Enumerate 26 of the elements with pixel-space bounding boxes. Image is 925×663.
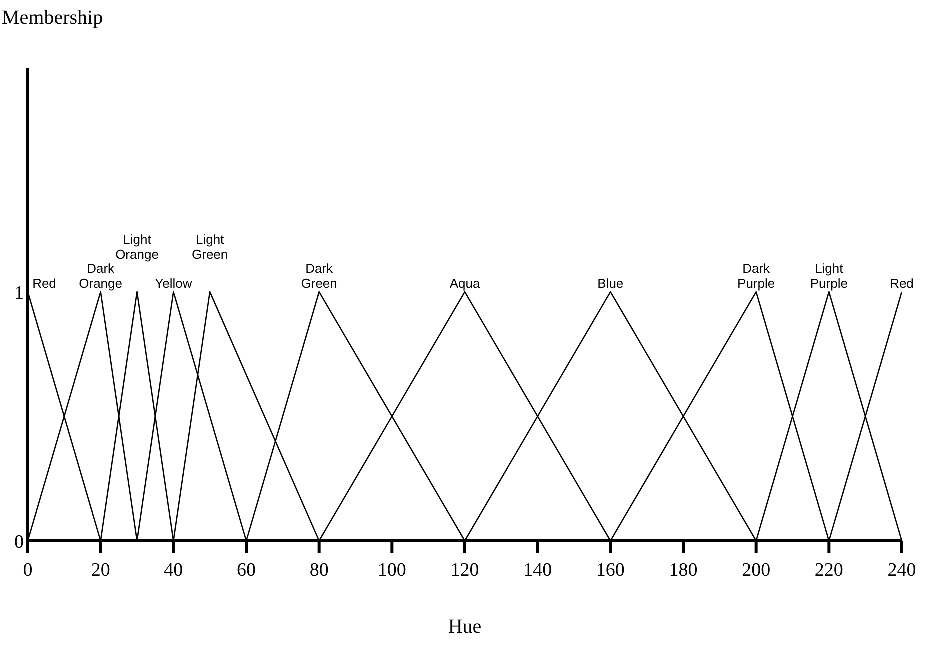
x-tick-label: 40: [164, 560, 184, 581]
series-label: Light Purple: [810, 261, 848, 292]
x-tick-label: 100: [378, 560, 406, 581]
x-tick-label: 200: [742, 560, 771, 581]
x-tick-label: 220: [814, 560, 844, 581]
x-tick-label: 140: [524, 560, 552, 581]
x-tick-label: 20: [91, 560, 110, 581]
series-label: Dark Green: [301, 261, 338, 292]
series-label: Dark Purple: [738, 261, 776, 292]
x-tick-label: 80: [310, 560, 329, 581]
series-label: Red: [32, 276, 56, 292]
text: Light Green: [192, 232, 228, 262]
series-label: Yellow: [155, 276, 193, 292]
series-label: Aqua: [450, 276, 481, 292]
x-tick-label: 180: [669, 560, 698, 581]
text: Light Orange: [116, 232, 159, 262]
x-axis-title: Hue: [448, 616, 482, 638]
series-label: Dark Orange: [79, 261, 123, 292]
y-axis-title: Membership: [2, 7, 104, 29]
x-tick-label: 240: [888, 560, 916, 581]
x-tick-label: 120: [450, 560, 480, 581]
y-tick-label: 1: [14, 283, 24, 304]
series-label: Red: [890, 276, 914, 292]
x-tick-label: 60: [237, 560, 256, 581]
series-label: Blue: [598, 276, 624, 292]
x-tick-label: 160: [596, 560, 625, 581]
